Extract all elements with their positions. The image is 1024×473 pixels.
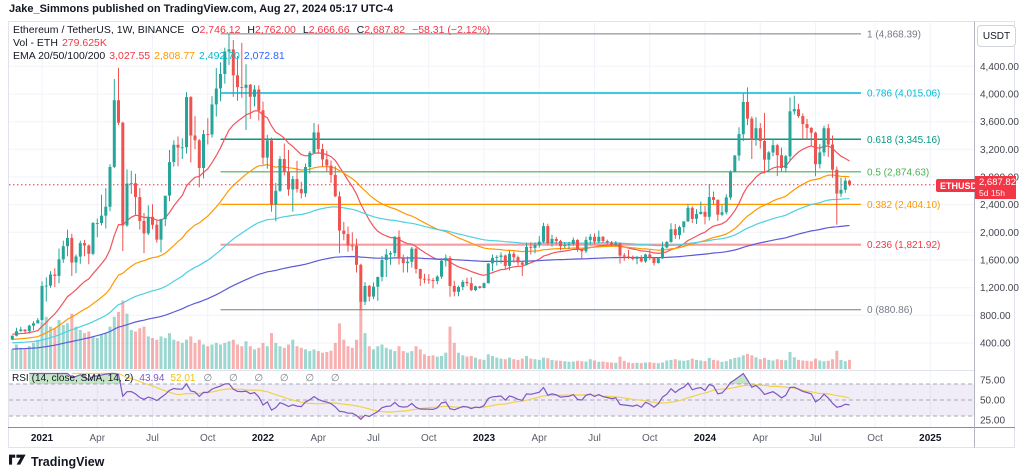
svg-text:2021: 2021: [31, 433, 54, 444]
svg-text:Jul: Jul: [809, 433, 822, 444]
svg-text:3,600.00: 3,600.00: [980, 117, 1019, 128]
fib-label-0.5: 0.5 (2,874.63): [867, 167, 929, 178]
symbol-legend-row[interactable]: Ethereum / TetherUS, 1W, BINANCE O2,746.1…: [13, 24, 490, 36]
symbol-price-tag: ETHUSDT: [936, 179, 987, 192]
svg-text:Oct: Oct: [642, 433, 658, 444]
svg-text:2,400.00: 2,400.00: [980, 200, 1019, 211]
tradingview-attribution[interactable]: TradingView: [9, 452, 104, 472]
time-axis-labels[interactable]: 2021 Apr Jul Oct 2022 Apr Jul Oct 2023 Apr Jul Oct 2…: [31, 433, 942, 444]
svg-text:2025: 2025: [919, 433, 942, 444]
svg-text:Apr: Apr: [311, 433, 327, 444]
ema20-value: 3,027.55: [109, 50, 151, 62]
ema-50-line: [12, 163, 850, 340]
open-value: 2,746.12: [199, 24, 241, 36]
svg-text:4,000.00: 4,000.00: [980, 90, 1019, 101]
rsi-label: RSI: [12, 373, 29, 384]
symbol-title: Ethereum / TetherUS, 1W, BINANCE: [13, 24, 185, 36]
rsi-empty-values: ∅ ∅ ∅ ∅ ∅ ∅: [203, 373, 347, 384]
high-value: 2,762.00: [255, 24, 296, 36]
rsi-ma-value: 52.01: [170, 373, 196, 384]
last-price-value: 2,687.82: [979, 177, 1016, 188]
svg-text:Apr: Apr: [532, 433, 548, 444]
svg-text:Oct: Oct: [421, 433, 437, 444]
svg-text:2024: 2024: [694, 433, 717, 444]
tradingview-brand-text: TradingView: [31, 455, 105, 469]
last-price-axis-chip: 2,687.82 5d 15h: [975, 176, 1016, 199]
fib-label-0.236: 0.236 (1,821.92): [867, 240, 940, 251]
chart-frame: [8, 21, 1015, 448]
svg-text:2,000.00: 2,000.00: [980, 228, 1019, 239]
svg-text:4,400.00: 4,400.00: [980, 62, 1019, 73]
volume-series: [10, 294, 851, 369]
fib-label-1: 1 (4,868.39): [867, 29, 921, 40]
price-axis-labels[interactable]: 4,400.004,000.003,600.003,200.002,800.00…: [980, 62, 1019, 427]
ema50-value: 2,808.77: [154, 50, 195, 62]
low-value: 2,666.66: [308, 24, 350, 36]
ema-label: EMA 20/50/100/200: [13, 50, 106, 62]
svg-text:Jul: Jul: [588, 433, 601, 444]
svg-text:Jul: Jul: [146, 433, 159, 444]
ema-legend-row[interactable]: EMA 20/50/100/200 3,027.55 2,808.77 2,492.7…: [13, 50, 285, 62]
svg-text:Jul: Jul: [367, 433, 380, 444]
svg-text:Oct: Oct: [867, 433, 883, 444]
fib-label-0.618: 0.618 (3,345.16): [867, 135, 940, 146]
rsi-band: [9, 384, 975, 416]
close-label: C: [356, 24, 365, 36]
svg-text:2023: 2023: [473, 433, 496, 444]
ema-100-line: [12, 198, 850, 344]
candle-series: [10, 34, 851, 341]
ema200-value: 2,072.81: [243, 50, 285, 62]
change-value: −58.31 (−2.12%): [412, 24, 491, 36]
svg-text:400.00: 400.00: [980, 339, 1011, 350]
rsi-value: 43.94: [139, 373, 165, 384]
svg-text:2022: 2022: [252, 433, 275, 444]
volume-label: Vol - ETH: [13, 37, 58, 49]
ema-200-line: [12, 224, 850, 350]
fib-label-0: 0 (880.86): [867, 305, 913, 316]
svg-text:25.00: 25.00: [980, 416, 1005, 427]
svg-text:1,200.00: 1,200.00: [980, 283, 1019, 294]
tradingview-logo-icon: [9, 452, 26, 472]
currency-unit-button[interactable]: USDT: [977, 25, 1016, 47]
svg-text:Apr: Apr: [753, 433, 769, 444]
rsi-legend-row[interactable]: RSI (14, close, SMA, 14, 2) 43.94 52.01 ∅ ∅ …: [12, 373, 347, 384]
rsi-params: (14, close, SMA, 14, 2): [31, 373, 134, 384]
open-label: O: [191, 24, 200, 36]
fib-label-0.786: 0.786 (4,015.06): [867, 89, 940, 100]
svg-text:75.00: 75.00: [980, 376, 1005, 387]
svg-text:1,600.00: 1,600.00: [980, 256, 1019, 267]
close-value: 2,687.82: [364, 24, 406, 36]
ema-20-line: [12, 110, 850, 335]
fib-label-0.382: 0.382 (2,404.10): [867, 200, 940, 211]
ema100-value: 2,492.70: [199, 50, 240, 62]
svg-text:Oct: Oct: [200, 433, 216, 444]
rsi-line: [29, 372, 850, 421]
high-label: H: [247, 24, 256, 36]
svg-text:Apr: Apr: [90, 433, 106, 444]
svg-text:800.00: 800.00: [980, 311, 1011, 322]
bar-countdown: 5d 15h: [979, 188, 1005, 198]
volume-legend-row[interactable]: Vol - ETH 279.625K: [13, 37, 107, 49]
svg-text:50.00: 50.00: [980, 396, 1005, 407]
publish-byline: Jake_Simmons published on TradingView.co…: [9, 3, 394, 15]
volume-value: 279.625K: [61, 37, 107, 49]
low-label: L: [302, 24, 309, 36]
svg-text:3,200.00: 3,200.00: [980, 145, 1019, 156]
